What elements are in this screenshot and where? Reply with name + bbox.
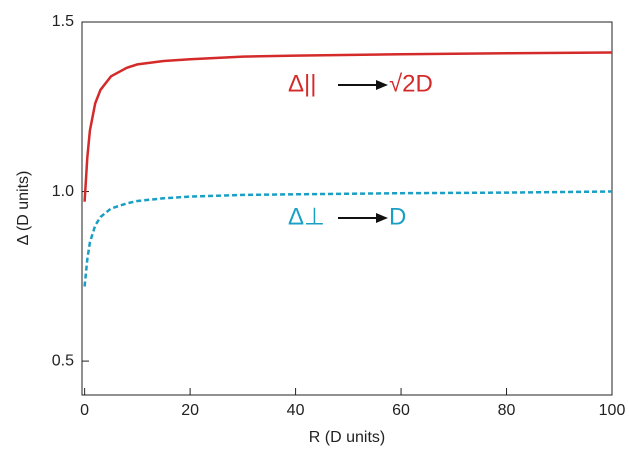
- data-line: [83, 51, 613, 202]
- y-tick-label: 1.5: [52, 13, 74, 30]
- annotation-limit: √2D: [389, 70, 433, 97]
- x-tick-label: 80: [498, 402, 516, 419]
- x-tick-label: 0: [80, 402, 89, 419]
- x-tick-label: 60: [392, 402, 410, 419]
- annotation-symbol: Δ⊥: [288, 203, 325, 230]
- x-tick-label: 100: [599, 402, 626, 419]
- annotation-symbol: Δ||: [288, 70, 317, 97]
- annotation-arrowhead: [376, 213, 388, 223]
- y-tick-label: 0.5: [52, 352, 74, 369]
- annotation-arrowhead: [376, 80, 388, 90]
- y-tick-label: 1.0: [52, 183, 74, 200]
- plot-frame: [81, 21, 613, 396]
- x-axis-label: R (D units): [309, 429, 385, 446]
- annotation-limit: D: [389, 203, 406, 230]
- x-tick-label: 40: [287, 402, 305, 419]
- data-line: [83, 190, 613, 287]
- x-tick-label: 20: [181, 402, 199, 419]
- y-axis-label: Δ (D units): [15, 171, 32, 246]
